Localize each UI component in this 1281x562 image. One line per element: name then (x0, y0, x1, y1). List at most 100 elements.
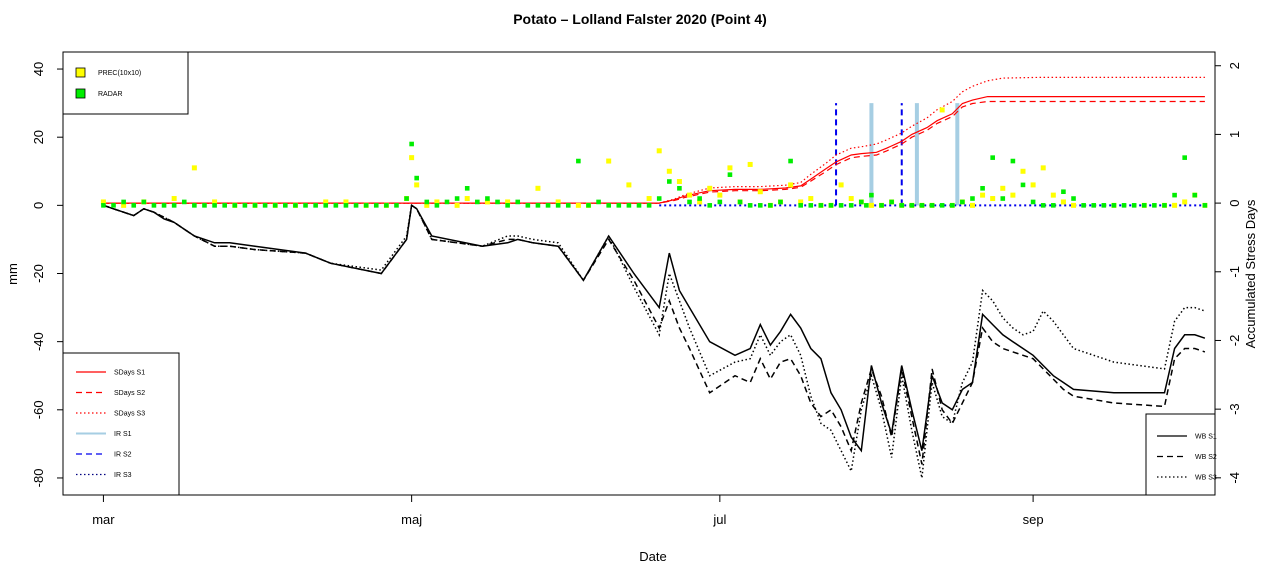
prec-point-67 (1030, 182, 1036, 188)
radar-point-109 (1182, 155, 1187, 160)
prec-point-35 (707, 185, 713, 191)
radar-point-66 (757, 203, 763, 208)
radar-point-97 (1061, 189, 1066, 195)
radar-point-12 (222, 203, 227, 208)
radar-point-82 (909, 203, 915, 208)
legend-bottom-left: SDays S1 SDays S2 SDays S3 IR S1 IR S2 IR S3 (62, 352, 180, 496)
legend-bottom-right: WB S1 WB S2 WB S3 (1145, 413, 1217, 496)
radar-point-34 (434, 203, 440, 208)
x-tick-label-2: jul (712, 512, 726, 527)
radar-point-93 (1020, 182, 1026, 188)
legend-left-label-2: SDays S3 (114, 411, 145, 418)
prec-point-25 (575, 202, 581, 208)
x-tick-label-1: maj (401, 512, 422, 527)
radar-point-32 (414, 175, 419, 181)
prec-point-18 (434, 199, 440, 205)
radar-point-65 (747, 203, 753, 208)
prec-point-15 (409, 155, 415, 161)
radar-point-4 (141, 199, 147, 205)
series-line-wb-s2 (103, 204, 1206, 465)
x-axis-label: Date (639, 549, 666, 562)
radar-point-19 (293, 203, 298, 208)
radar-point-46 (555, 203, 561, 208)
legend-left-label-3: IR S1 (114, 431, 132, 438)
radar-point-91 (1000, 196, 1006, 201)
prec-point-31 (666, 168, 672, 174)
radar-point-73 (828, 203, 834, 208)
radar-point-67 (768, 203, 773, 208)
prec-point-1 (121, 202, 127, 208)
prec-point-76 (1182, 199, 1188, 205)
y2-tick-label-4: -2 (1227, 335, 1242, 347)
radar-point-50 (596, 199, 601, 205)
chart-root: Potato – Lolland Falster 2020 (Point 4) D… (5, 11, 1258, 562)
radar-point-45 (545, 203, 551, 208)
radar-point-14 (242, 203, 248, 208)
prec-point-39 (747, 161, 753, 167)
prec-point-33 (687, 192, 693, 198)
radar-point-69 (788, 158, 793, 164)
radar-point-56 (656, 196, 662, 201)
radar-point-40 (495, 199, 500, 205)
radar-point-2 (121, 199, 126, 205)
radar-point-85 (939, 203, 945, 208)
radar-point-43 (525, 203, 531, 208)
legend-right-label-0: WB S1 (1195, 434, 1217, 441)
series-line-wb-s1 (103, 204, 1206, 453)
prec-point-61 (969, 202, 975, 208)
radar-point-58 (677, 186, 682, 191)
radar-point-51 (606, 203, 611, 208)
plot-frame (62, 51, 1216, 496)
radar-point-44 (535, 203, 541, 208)
prec-point-36 (717, 192, 723, 198)
prec-point-65 (1010, 192, 1016, 198)
radar-point-0 (101, 203, 106, 208)
prec-point-51 (868, 202, 874, 208)
radar-point-86 (949, 203, 955, 208)
radar-point-92 (1010, 158, 1016, 164)
prec-point-16 (414, 182, 420, 188)
y2-tick-label-2: 0 (1227, 199, 1242, 206)
radar-point-77 (864, 203, 869, 208)
prec-point-40 (757, 189, 763, 195)
radar-point-80 (889, 199, 894, 205)
y2-tick-label-0: 2 (1227, 62, 1242, 69)
radar-point-6 (161, 203, 167, 208)
radar-point-68 (778, 199, 783, 205)
radar-point-11 (212, 203, 217, 208)
radar-point-23 (333, 203, 339, 208)
y-axis-label: mm (5, 263, 20, 285)
radar-point-7 (171, 203, 177, 208)
radar-point-108 (1172, 192, 1177, 198)
y-tick-label-3: -20 (31, 264, 46, 283)
y2-axis-label: Accumulated Stress Days (1243, 199, 1258, 348)
prec-point-28 (626, 182, 632, 188)
radar-point-110 (1192, 192, 1198, 198)
radar-point-38 (475, 199, 480, 205)
radar-point-1 (111, 203, 116, 208)
y2-tick-label-5: -3 (1227, 403, 1242, 415)
radar-point-36 (454, 196, 460, 201)
legend-right-box (1145, 413, 1216, 496)
chart-title: Potato – Lolland Falster 2020 (Point 4) (513, 11, 767, 27)
prec-point-24 (555, 199, 561, 205)
radar-point-90 (990, 155, 995, 160)
prec-point-32 (676, 178, 682, 184)
radar-point-20 (303, 203, 308, 208)
radar-point-98 (1071, 196, 1076, 201)
radar-point-42 (515, 199, 521, 205)
radar-point-74 (838, 203, 844, 208)
radar-point-55 (646, 203, 652, 208)
prec-point-4 (191, 165, 197, 171)
prec-point-66 (1020, 168, 1026, 174)
prec-point-3 (171, 196, 177, 202)
prec-point-21 (484, 199, 490, 205)
radar-point-59 (687, 199, 692, 205)
radar-point-57 (667, 179, 672, 184)
prec-point-17 (424, 202, 430, 208)
radar-point-5 (151, 203, 157, 208)
radar-point-106 (1152, 203, 1157, 208)
radar-point-96 (1051, 203, 1056, 208)
radar-point-84 (929, 203, 935, 208)
legend-right-label-1: WB S2 (1195, 454, 1217, 461)
